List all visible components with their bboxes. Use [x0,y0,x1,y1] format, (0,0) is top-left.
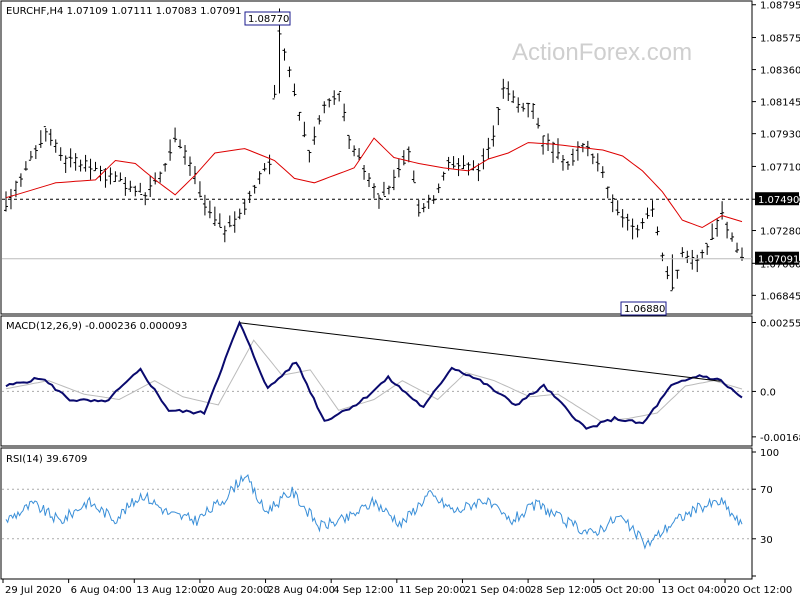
level-price-tag: 1.07490 [755,192,799,206]
price-panel-frame [0,0,753,315]
rsi-panel-frame [0,447,753,580]
price-y-tick-label: 1.07280 [760,227,800,238]
high-label-text: 1.08770 [248,14,289,25]
price-y-tick-label: 1.08145 [760,98,800,109]
x-axis-tick-label: 20 Oct 12:00 [727,585,792,596]
macd-y-tick-label: 0.0 [760,387,776,398]
moving-average-line [5,137,743,229]
rsi-line [5,474,743,550]
x-axis-tick-label: 28 Aug 04:00 [268,585,335,596]
x-axis-tick-label: 29 Jul 2020 [5,585,62,596]
macd-line [5,320,743,430]
price-layer: 1.08770 1.06880 [2,8,752,316]
high-label-box [244,11,291,26]
x-axis-tick-label: 6 Aug 04:00 [71,585,132,596]
current-price-tag-box [755,251,799,265]
x-axis-tick-label: 21 Sep 04:00 [464,585,531,596]
rsi-y-tick-label: 70 [760,485,773,496]
low-label: 1.06880 [620,301,667,316]
x-axis-tick-label: 11 Sep 20:00 [399,585,466,596]
price-y-tick-label: 1.08575 [760,34,800,45]
low-label-box [620,301,667,316]
macd-y-tick-label: -0.001685 [760,433,800,444]
price-y-tick-label: 1.07710 [760,162,800,173]
rsi-layer [2,474,752,550]
x-axis-tick-label: 20 Aug 20:00 [202,585,269,596]
x-axis-tick-label: 28 Sep 12:00 [530,585,597,596]
x-axis-tick-label: 5 Oct 20:00 [596,585,655,596]
low-label-text: 1.06880 [624,304,665,315]
macd-layer [2,320,752,430]
price-y-tick-label: 1.08360 [760,66,800,77]
level-price-tag-text: 1.07490 [758,195,799,206]
price-y-tick-label: 1.07060 [760,259,800,270]
x-axis-tick-label: 13 Aug 12:00 [136,585,203,596]
macd-y-tick-label: 0.002557 [760,319,800,330]
x-axis-tick-label: 4 Sep 12:00 [333,585,393,596]
price-y-tick-label: 1.06845 [760,291,800,302]
current-price-tag-text: 1.07091 [758,255,799,266]
rsi-panel-title: RSI(14) 39.6709 [6,454,87,465]
macd-trendline [239,322,721,382]
price-y-tick-label: 1.07930 [760,130,800,141]
level-price-tag-box [755,192,799,206]
macd-panel-frame [0,315,753,447]
x-axis-tick-label: 13 Oct 04:00 [661,585,726,596]
macd-panel-title: MACD(12,26,9) -0.000236 0.000093 [6,321,187,332]
rsi-y-tick-label: 30 [760,535,773,546]
y-axis-layer: 1.08795 1.08575 1.08360 1.08145 1.07930 1.077… [752,1,800,577]
high-label: 1.08770 [244,11,291,26]
price-y-tick-label: 1.08795 [760,1,800,12]
watermark: ActionForex.com [512,39,692,66]
rsi-y-tick-label: 100 [760,448,779,459]
price-panel-title: EURCHF,H4 1.07109 1.07111 1.07083 1.0709… [6,6,242,17]
current-price-tag: 1.07091 [755,251,799,266]
